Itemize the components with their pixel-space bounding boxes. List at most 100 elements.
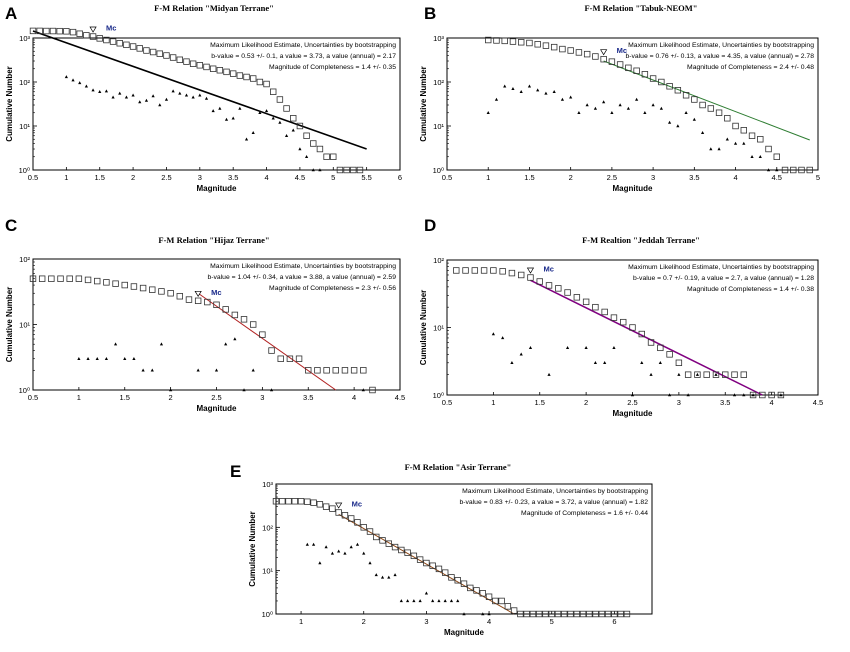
noncumulative-point (676, 124, 680, 128)
cumulative-point (508, 269, 516, 277)
noncumulative-point (113, 342, 118, 346)
y-tick-label: 10¹ (19, 321, 30, 330)
cumulative-point (223, 68, 230, 76)
cumulative-point (243, 73, 250, 81)
mc-marker (600, 49, 608, 56)
cumulative-point (341, 367, 349, 374)
cumulative-point (43, 27, 50, 35)
x-tick-label: 4.5 (395, 393, 405, 402)
cumulative-point (598, 610, 606, 618)
cumulative-point (347, 515, 355, 522)
y-tick-label: 10¹ (433, 324, 444, 333)
cumulative-point (341, 512, 349, 519)
cumulative-point (550, 43, 558, 51)
noncumulative-point (169, 388, 173, 392)
noncumulative-point (406, 599, 410, 603)
noncumulative-point (291, 128, 295, 132)
x-tick-label: 1 (491, 398, 495, 407)
noncumulative-point (178, 91, 182, 95)
cumulative-point (194, 297, 202, 305)
annotation-line: Maximum Likelihood Estimate, Uncertainti… (628, 42, 814, 49)
noncumulative-point (218, 106, 222, 110)
cumulative-point (176, 56, 183, 63)
fm-panel-c: C F-M Relation "Hijaz Terrane" 0.5 1 1.5 2 2.5… (5, 216, 405, 413)
cumulative-point (429, 562, 436, 569)
cumulative-point (332, 367, 339, 374)
x-tick-label: 0.5 (28, 173, 38, 182)
panel-title: F-M Relation "Asir Terrane" (405, 462, 512, 472)
noncumulative-point (511, 87, 515, 91)
x-tick-label: 6 (612, 617, 616, 626)
cumulative-point (236, 72, 244, 79)
cumulative-point (471, 267, 479, 274)
panel-letter: A (5, 4, 17, 23)
noncumulative-point (536, 88, 540, 92)
annotation-line: Magnitude of Completeness = 1.4 +/- 0.35 (269, 64, 396, 71)
noncumulative-point (668, 120, 672, 124)
cumulative-point (492, 597, 499, 605)
cumulative-point (229, 70, 237, 77)
noncumulative-point (104, 89, 108, 93)
cumulative-point (305, 367, 312, 374)
noncumulative-point (779, 393, 783, 397)
cumulative-point (684, 371, 692, 378)
noncumulative-point (659, 106, 663, 110)
cumulative-point (143, 47, 150, 54)
cumulative-point (391, 543, 399, 551)
x-tick-label: 4 (770, 398, 774, 407)
noncumulative-point (424, 591, 428, 595)
cumulative-point (410, 552, 418, 560)
noncumulative-point (593, 106, 597, 110)
cumulative-point (674, 87, 682, 94)
panel-title: F-M Relation "Tabuk-NEOM" (584, 3, 697, 13)
x-tick-label: 5.5 (361, 173, 371, 182)
noncumulative-point (668, 393, 672, 397)
cumulative-point (806, 166, 813, 174)
annotation-line: Magnitude of Completeness = 1.4 +/- 0.38 (687, 286, 814, 293)
y-tick-label: 10⁰ (19, 166, 30, 175)
cumulative-point (715, 109, 723, 116)
noncumulative-point (519, 89, 523, 93)
noncumulative-point (640, 360, 644, 364)
cumulative-point (740, 371, 747, 378)
cumulative-point (303, 132, 310, 139)
cumulative-point (69, 28, 77, 36)
cumulative-point (263, 80, 270, 88)
mc-label: Mc (543, 265, 553, 274)
cumulative-point (297, 498, 305, 505)
x-tick-label: 2.5 (627, 398, 637, 407)
noncumulative-point (368, 561, 372, 565)
cumulative-point (335, 509, 342, 516)
cumulative-point (554, 610, 562, 618)
noncumulative-point (462, 612, 466, 616)
mc-marker (194, 290, 202, 297)
fm-panel-d: D F-M Realtion "Jeddah Terrane" 0.5 1 1.5 2 2.… (419, 216, 823, 418)
x-tick-label: 1.5 (120, 393, 130, 402)
cumulative-point (561, 610, 568, 618)
x-tick-label: 3 (260, 393, 264, 402)
noncumulative-point (700, 131, 705, 135)
x-tick-label: 2.5 (211, 393, 221, 402)
fm-panel-a: A F-M Relation "Midyan Terrane" 0.5 1 1.5 2 2.… (5, 3, 402, 193)
x-tick-label: 2 (169, 393, 173, 402)
x-tick-label: 3.5 (689, 173, 699, 182)
noncumulative-point (91, 88, 95, 92)
gr-fit-line (603, 60, 810, 141)
noncumulative-point (132, 356, 136, 360)
cumulative-point (121, 281, 128, 289)
noncumulative-point (618, 103, 622, 107)
cumulative-point (373, 533, 380, 541)
cumulative-point (441, 569, 449, 576)
noncumulative-point (593, 360, 597, 364)
noncumulative-point (758, 154, 762, 158)
cumulative-point (38, 275, 46, 282)
cumulative-point (740, 127, 747, 134)
x-tick-label: 2.5 (161, 173, 171, 182)
noncumulative-point (312, 542, 316, 546)
cumulative-point (694, 371, 701, 378)
cumulative-point (84, 276, 92, 284)
cumulative-point (350, 367, 358, 374)
cumulative-point (89, 33, 97, 40)
cumulative-point (707, 105, 715, 112)
cumulative-point (56, 27, 63, 35)
